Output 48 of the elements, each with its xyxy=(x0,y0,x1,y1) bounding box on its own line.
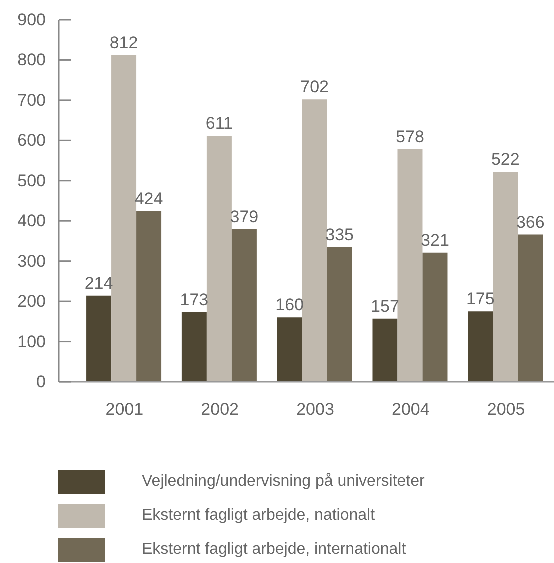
y-tick-label: 600 xyxy=(18,131,46,150)
data-label: 702 xyxy=(300,78,330,97)
bar xyxy=(86,296,112,382)
bar xyxy=(327,247,352,382)
bar xyxy=(468,312,494,382)
data-label: 812 xyxy=(110,33,138,52)
data-label: 175 xyxy=(466,290,495,309)
data-label: 157 xyxy=(371,296,400,316)
legend-label: Eksternt fagligt arbejde, nationalt xyxy=(142,507,376,525)
x-tick-label: 2003 xyxy=(296,400,334,420)
legend-label: Vejledning/undervisning på universiteter xyxy=(142,473,425,491)
bar xyxy=(422,252,448,382)
y-tick-label: 900 xyxy=(18,10,46,30)
bar xyxy=(136,211,162,382)
bar xyxy=(182,312,207,382)
y-tick-label: 0 xyxy=(36,372,46,392)
data-label: 335 xyxy=(326,225,354,244)
data-label: 578 xyxy=(396,128,424,147)
y-tick-label: 800 xyxy=(18,50,46,70)
data-label: 214 xyxy=(84,274,114,293)
y-tick-label: 700 xyxy=(18,90,46,110)
bar xyxy=(493,172,518,382)
bar xyxy=(277,318,302,382)
data-label: 160 xyxy=(276,296,304,315)
y-tick-label: 200 xyxy=(18,292,46,312)
data-label: 173 xyxy=(180,290,209,310)
x-tick-label: 2001 xyxy=(106,400,144,420)
data-label: 611 xyxy=(206,114,233,134)
bar xyxy=(302,100,328,382)
legend-label: Eksternt fagligt arbejde, internationalt xyxy=(142,541,406,559)
x-tick-label: 2004 xyxy=(392,400,430,420)
y-tick-label: 100 xyxy=(18,332,46,352)
data-label: 366 xyxy=(516,212,545,232)
data-label: 321 xyxy=(421,230,450,250)
x-tick-label: 2002 xyxy=(201,400,240,420)
bar xyxy=(518,234,544,382)
data-label: 424 xyxy=(134,189,164,208)
y-tick-label: 400 xyxy=(18,212,46,231)
bar xyxy=(232,230,257,382)
data-label: 522 xyxy=(491,150,520,170)
bar xyxy=(206,136,232,382)
x-tick-label: 2005 xyxy=(487,400,526,420)
y-tick-label: 500 xyxy=(18,171,46,190)
y-tick-label: 300 xyxy=(18,252,46,271)
data-label: 379 xyxy=(230,208,259,227)
bar xyxy=(398,150,423,382)
bar xyxy=(372,318,398,382)
bar xyxy=(112,55,137,382)
